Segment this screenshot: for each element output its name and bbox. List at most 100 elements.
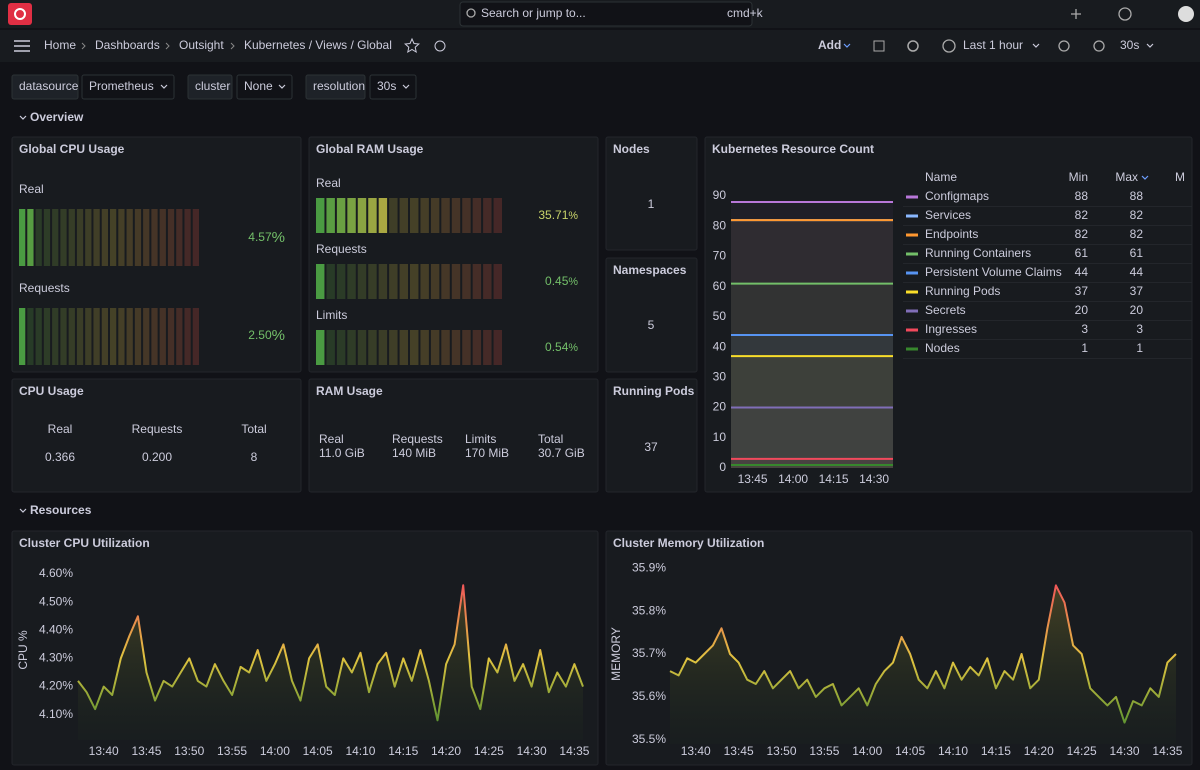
gauge-cell — [35, 308, 42, 365]
x-tick-label: 14:00 — [852, 744, 882, 758]
variable-value[interactable]: Prometheus — [89, 79, 154, 93]
series-area — [78, 585, 583, 740]
variable-label: cluster — [195, 79, 230, 93]
gauge-cell — [60, 209, 67, 266]
legend-header[interactable]: Min — [1069, 170, 1088, 184]
x-tick-label: 13:45 — [131, 744, 161, 758]
y-tick-label: 4.60% — [39, 566, 73, 580]
gauge-label: Limits — [316, 308, 347, 322]
legend-header[interactable]: Max — [1115, 170, 1138, 184]
x-tick-label: 14:35 — [1152, 744, 1182, 758]
gauge-cell — [389, 198, 398, 233]
gauge-cell — [126, 308, 133, 365]
gauge-cell — [326, 264, 335, 299]
share-icon — [434, 40, 446, 52]
legend-max: 37 — [1130, 284, 1144, 298]
gauge-label: Real — [316, 176, 341, 190]
gauge-number: 35.71 — [538, 208, 568, 222]
gauge-cell — [399, 198, 408, 233]
stat-label: Requests — [132, 422, 183, 436]
legend-name[interactable]: Running Pods — [925, 284, 1000, 298]
variable-select[interactable] — [236, 74, 293, 100]
gauge-cell — [347, 330, 356, 365]
gauge-cell — [410, 264, 419, 299]
legend-name[interactable]: Secrets — [925, 303, 966, 317]
gauge-cell — [93, 209, 100, 266]
variable-value[interactable]: 30s — [377, 79, 396, 93]
gauge-cell — [493, 330, 502, 365]
y-tick-label: 4.40% — [39, 622, 73, 636]
breadcrumb[interactable]: Home — [44, 38, 76, 52]
legend-name[interactable]: Persistent Volume Claims — [925, 265, 1062, 279]
panel-title: Namespaces — [613, 263, 687, 277]
variable-select[interactable] — [81, 74, 175, 100]
panel-title: Cluster CPU Utilization — [19, 536, 150, 550]
x-tick-label: 14:20 — [431, 744, 461, 758]
panel-title: Kubernetes Resource Count — [712, 142, 874, 156]
x-tick-label: 14:20 — [1024, 744, 1054, 758]
legend-swatch — [906, 252, 918, 256]
variable-label-box — [187, 74, 233, 100]
x-tick-label: 13:50 — [174, 744, 204, 758]
panel-title: Global CPU Usage — [19, 142, 125, 156]
x-tick-label: 14:30 — [517, 744, 547, 758]
legend-min: 1 — [1081, 341, 1088, 355]
gauge-cell — [192, 209, 199, 266]
chevron-icon — [19, 508, 27, 513]
legend-name[interactable]: Configmaps — [925, 189, 989, 203]
stat-value: 0.366 — [45, 450, 75, 464]
stat-label: Total — [538, 432, 563, 446]
gauge-cell — [336, 198, 346, 233]
x-tick-label: 14:05 — [895, 744, 925, 758]
legend-header[interactable]: M — [1175, 170, 1185, 184]
variable-label-box — [305, 74, 366, 100]
legend-name[interactable]: Nodes — [925, 341, 960, 355]
gauge-cell — [52, 308, 59, 365]
variable-value[interactable]: None — [244, 79, 273, 93]
legend-name[interactable]: Endpoints — [925, 227, 978, 241]
breadcrumb[interactable]: Outsight — [179, 38, 224, 52]
gauge-cell — [85, 308, 92, 365]
breadcrumb[interactable]: Kubernetes / Views / Global — [244, 38, 392, 52]
panel — [605, 136, 698, 251]
x-tick-label: 13:45 — [738, 472, 768, 486]
gauge-cell — [451, 198, 461, 233]
panel-title: Nodes — [613, 142, 650, 156]
legend-min: 3 — [1081, 322, 1088, 336]
variable-select[interactable] — [369, 74, 417, 100]
gauge-cell — [472, 264, 482, 299]
series-area — [731, 283, 893, 468]
gauge-cell — [176, 308, 183, 365]
logo-mark — [14, 8, 26, 20]
panel — [308, 136, 599, 373]
legend-name[interactable]: Services — [925, 208, 971, 222]
stat-label: Requests — [392, 432, 443, 446]
breadcrumb-separator — [165, 42, 170, 50]
stat-label: Real — [319, 432, 344, 446]
gauge-cell — [347, 264, 356, 299]
gauge-cell — [368, 330, 377, 365]
refresh-interval[interactable]: 30s — [1120, 38, 1139, 52]
row-title[interactable]: Resources — [30, 503, 92, 517]
stat-label: Real — [48, 422, 73, 436]
gauge-cell — [68, 308, 75, 365]
avatar — [1178, 6, 1194, 22]
time-range-picker[interactable]: Last 1 hour — [963, 38, 1023, 52]
add-button[interactable]: Add — [818, 38, 841, 52]
y-tick-label: 35.6% — [632, 689, 666, 703]
row-title[interactable]: Overview — [30, 110, 84, 124]
legend-header[interactable]: Name — [925, 170, 957, 184]
search-input[interactable]: Search or jump to... — [481, 6, 586, 20]
x-tick-label: 14:10 — [345, 744, 375, 758]
legend-name[interactable]: Running Containers — [925, 246, 1031, 260]
legend-name[interactable]: Ingresses — [925, 322, 977, 336]
gauge-cell — [357, 330, 367, 365]
breadcrumb[interactable]: Dashboards — [95, 38, 160, 52]
panel-title: Global RAM Usage — [316, 142, 424, 156]
chevron-icon — [843, 43, 851, 48]
chevron-icon — [19, 115, 27, 120]
gauge-cell — [472, 330, 482, 365]
gauge-cell — [410, 198, 419, 233]
gauge-cell — [441, 264, 450, 299]
menu-icon[interactable] — [14, 40, 30, 52]
